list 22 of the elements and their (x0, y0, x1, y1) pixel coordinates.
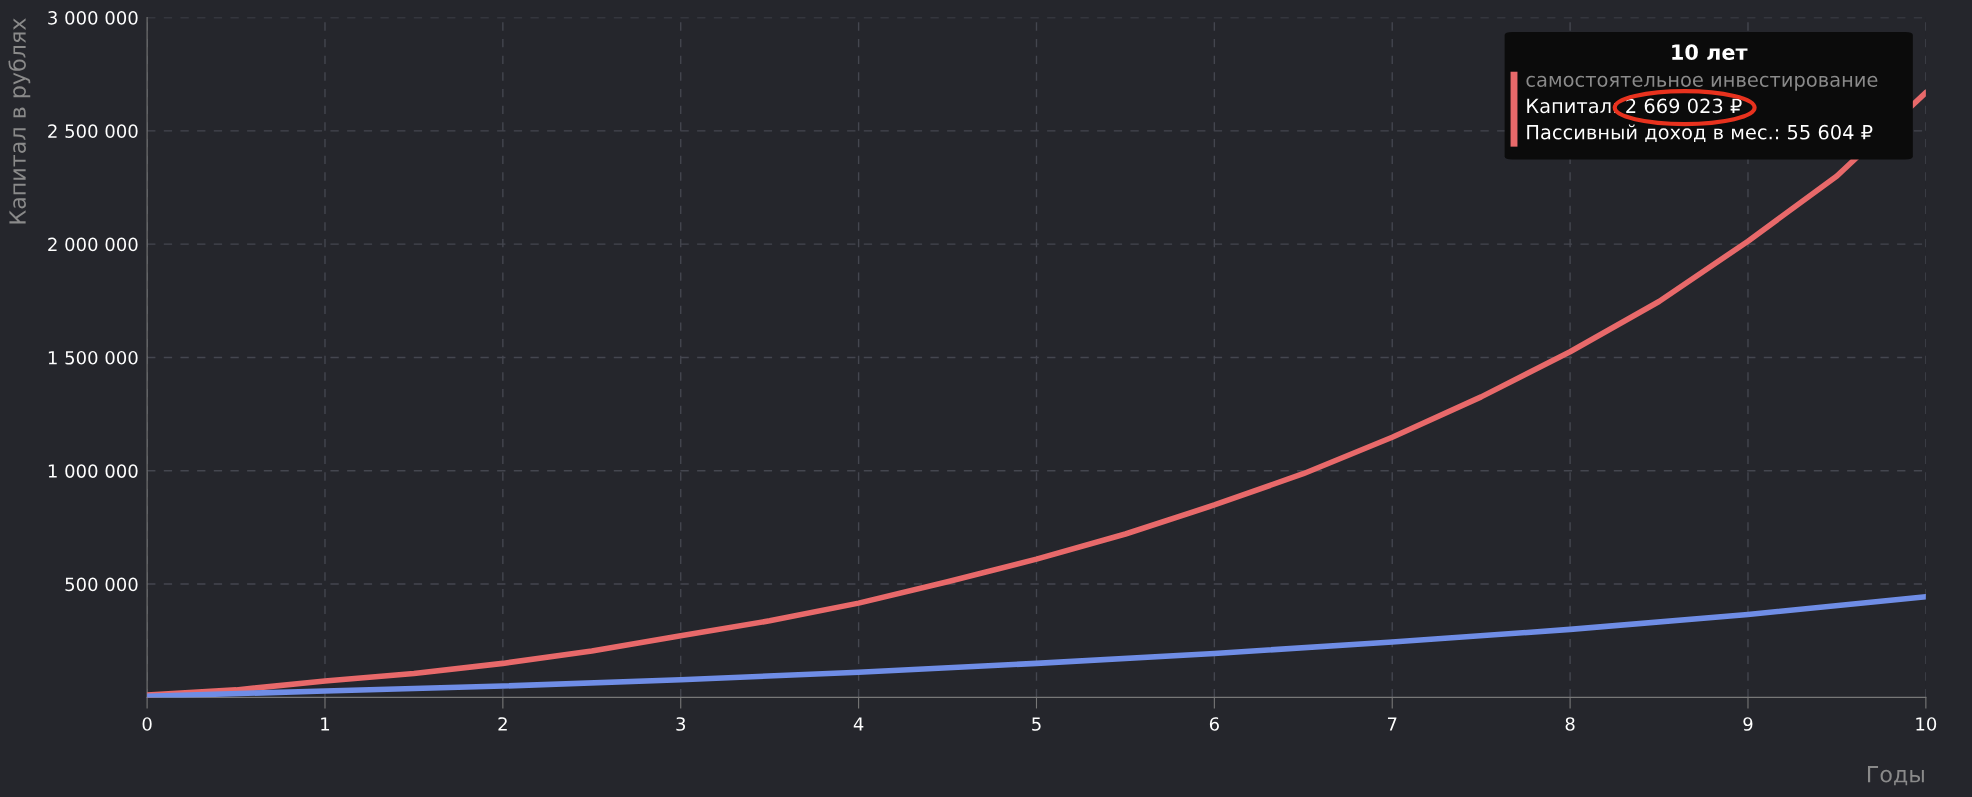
annotation: 10 лет (1672, 44, 1748, 61)
x-tick-label: 5 (1032, 717, 1041, 731)
x-tick-label: 3 (676, 717, 686, 731)
y-tick-label: 1 500 000 (48, 350, 138, 365)
y-tick-label: 3 000 000 (48, 10, 138, 25)
x-tick-label: 9 (1743, 717, 1753, 731)
x-tick-label: 0 (142, 717, 152, 731)
y-tick-label: 2 500 000 (48, 124, 138, 138)
y-tick-label: 2 000 000 (48, 237, 138, 252)
y-tick-label: 1 000 000 (48, 464, 138, 478)
y-tick-label: 500 000 (65, 577, 138, 592)
series-label: самостоятельное инвестирование (1526, 75, 1878, 91)
x-tick-label: 10 (1916, 717, 1937, 731)
x-tick-label: 8 (1565, 717, 1575, 731)
x-tick-label: 1 (321, 717, 330, 731)
annotation: Пассивный доход в мес.: 55 604 ₽ (1527, 124, 1873, 142)
x-tick-label: 4 (853, 717, 864, 731)
y-axis-title: Капитал в рублях (8, 18, 31, 224)
x-tick-label: 6 (1209, 717, 1219, 731)
x-tick-label: 2 (498, 717, 507, 731)
x-axis-title: Годы (1867, 766, 1924, 786)
x-tick-label: 7 (1387, 717, 1397, 731)
